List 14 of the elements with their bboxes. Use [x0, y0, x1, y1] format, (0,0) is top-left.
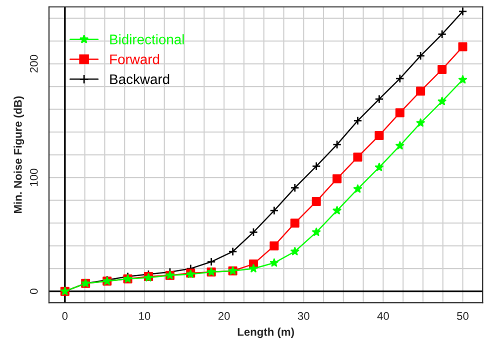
- x-tick-label: 40: [377, 312, 389, 320]
- x-tick-label: 10: [139, 312, 150, 320]
- y-axis-title: Min. Noise Figure (dB): [14, 96, 24, 213]
- y-tick-label: 100: [30, 168, 38, 186]
- x-tick-label: 50: [457, 312, 469, 320]
- legend-label: Bidirectional: [110, 34, 184, 44]
- x-axis-title: Length (m): [238, 328, 294, 338]
- x-tick-label: 30: [298, 312, 310, 320]
- y-tick-label: 200: [30, 54, 38, 72]
- x-tick-label: 0: [62, 312, 68, 320]
- legend-label: Forward: [110, 54, 160, 64]
- y-tick-label: 0: [30, 288, 38, 294]
- x-tick-label: 20: [218, 312, 230, 320]
- legend-label: Backward: [110, 74, 170, 84]
